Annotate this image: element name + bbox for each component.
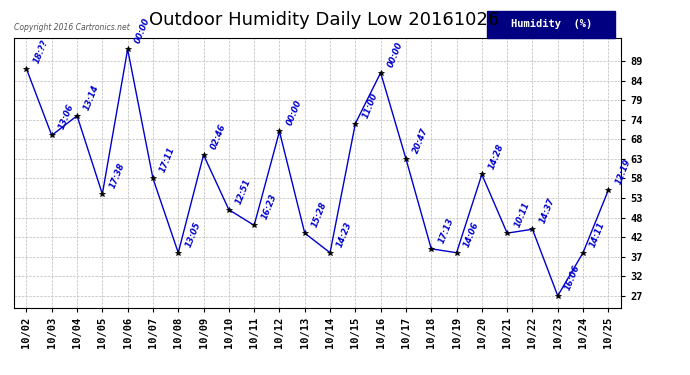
Text: 14:06: 14:06 [462, 220, 480, 249]
Text: Copyright 2016 Cartronics.net: Copyright 2016 Cartronics.net [14, 23, 130, 32]
Text: 13:14: 13:14 [83, 83, 101, 112]
Text: Humidity  (%): Humidity (%) [511, 19, 592, 29]
Text: 17:11: 17:11 [159, 146, 177, 174]
Text: 12:19: 12:19 [614, 158, 632, 186]
Text: 00:00: 00:00 [386, 40, 404, 69]
FancyBboxPatch shape [487, 10, 615, 38]
Text: 17:38: 17:38 [108, 162, 126, 190]
Text: 20:47: 20:47 [411, 126, 430, 154]
Text: 18:??: 18:?? [32, 38, 50, 64]
Text: 11:00: 11:00 [361, 91, 380, 119]
Text: 16:23: 16:23 [259, 193, 278, 221]
Text: 13:05: 13:05 [184, 220, 202, 249]
Text: 16:06: 16:06 [563, 263, 582, 292]
Text: 14:37: 14:37 [538, 197, 556, 225]
Text: 10:11: 10:11 [513, 201, 531, 229]
Text: 00:00: 00:00 [133, 17, 152, 45]
Text: 14:23: 14:23 [335, 220, 354, 249]
Text: 15:28: 15:28 [310, 201, 328, 229]
Text: 12:51: 12:51 [235, 177, 253, 206]
Text: 00:00: 00:00 [285, 99, 304, 127]
Text: 14:28: 14:28 [487, 142, 506, 170]
Text: 14:11: 14:11 [589, 220, 607, 249]
Text: 17:13: 17:13 [437, 216, 455, 244]
Text: 13:06: 13:06 [57, 103, 76, 131]
Text: 02:46: 02:46 [209, 122, 228, 151]
Text: Outdoor Humidity Daily Low 20161026: Outdoor Humidity Daily Low 20161026 [149, 11, 500, 29]
